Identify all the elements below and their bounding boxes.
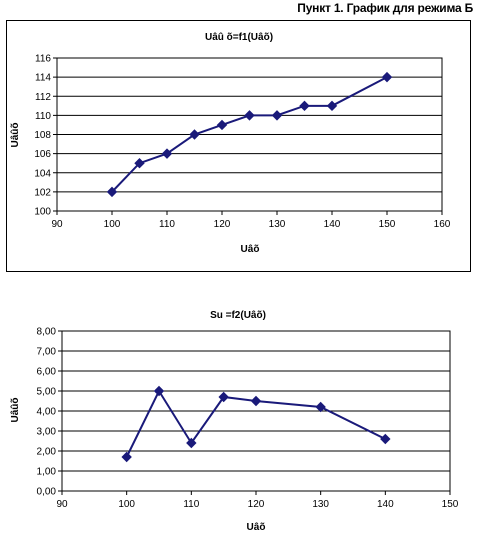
data-point xyxy=(326,100,338,112)
x-tick-label: 150 xyxy=(442,499,459,510)
y-tick-label: 2,00 xyxy=(37,447,57,458)
x-tick-label: 140 xyxy=(377,499,394,510)
data-point xyxy=(218,391,229,403)
chart-2-axes xyxy=(58,330,451,495)
y-tick-label: 7,00 xyxy=(37,347,57,358)
y-tick-label: 100 xyxy=(34,207,51,218)
page-title: Пункт 1. График для режима Б xyxy=(297,1,473,15)
x-tick-label: 150 xyxy=(379,219,396,230)
x-tick-label: 110 xyxy=(159,219,175,230)
chart-2-y-axis-label: Uâûõ xyxy=(10,398,21,423)
data-point xyxy=(315,401,326,413)
data-point xyxy=(271,110,283,121)
data-point xyxy=(299,100,310,112)
chart-1-axes xyxy=(53,57,443,215)
x-tick-label: 90 xyxy=(51,219,63,230)
y-tick-label: 8,00 xyxy=(37,327,57,338)
y-tick-label: 5,00 xyxy=(37,387,57,398)
x-tick-label: 130 xyxy=(312,499,329,510)
y-tick-label: 4,00 xyxy=(37,407,57,418)
y-tick-label: 106 xyxy=(34,149,51,160)
y-tick-label: 108 xyxy=(34,130,51,141)
y-tick-label: 104 xyxy=(34,168,51,179)
y-tick-label: 3,00 xyxy=(37,427,57,438)
data-point xyxy=(380,433,391,445)
y-tick-label: 0,00 xyxy=(37,487,57,498)
chart-2-series xyxy=(121,385,391,463)
plot-area xyxy=(61,330,451,492)
x-tick-label: 160 xyxy=(434,219,451,230)
data-point xyxy=(244,110,255,121)
chart-1-title: Uâû õ=f1(Uâõ) xyxy=(205,32,273,43)
x-tick-label: 100 xyxy=(118,499,135,510)
chart-1-series xyxy=(106,71,393,198)
x-tick-label: 90 xyxy=(56,499,68,510)
data-point xyxy=(106,186,118,198)
chart-2-tick-labels: 0,00 1,00 2,00 3,00 4,00 5,00 6,00 7,00 8,00 90 10… xyxy=(37,327,459,511)
x-tick-label: 130 xyxy=(269,219,286,230)
y-tick-label: 112 xyxy=(35,92,51,103)
data-point xyxy=(250,395,262,407)
y-tick-label: 116 xyxy=(35,54,51,65)
y-tick-label: 1,00 xyxy=(37,467,57,478)
chart-2-x-axis-label: Uâõ xyxy=(247,522,266,533)
data-point xyxy=(216,119,228,131)
x-tick-label: 120 xyxy=(248,499,265,510)
y-tick-label: 102 xyxy=(34,187,51,198)
x-tick-label: 100 xyxy=(104,219,121,230)
x-tick-label: 110 xyxy=(183,499,199,510)
data-point xyxy=(121,451,132,463)
chart-2-grid xyxy=(62,330,450,492)
data-point xyxy=(381,71,393,83)
x-tick-label: 140 xyxy=(324,219,341,230)
y-tick-label: 114 xyxy=(35,73,51,84)
y-tick-label: 6,00 xyxy=(37,367,57,378)
chart-1-frame xyxy=(6,20,471,272)
data-point xyxy=(134,157,145,169)
chart-2-title: Su =f2(Uâõ) xyxy=(210,310,266,321)
series-line xyxy=(111,76,388,193)
chart-1-x-axis-label: Uâõ xyxy=(241,244,260,255)
x-tick-label: 120 xyxy=(214,219,231,230)
data-point xyxy=(161,148,173,159)
plot-area xyxy=(56,57,443,212)
data-point xyxy=(189,129,200,140)
y-tick-label: 110 xyxy=(35,111,51,122)
data-point xyxy=(186,437,197,449)
chart-1-y-axis-label: Uâûõ xyxy=(10,123,21,148)
data-point xyxy=(153,385,165,397)
